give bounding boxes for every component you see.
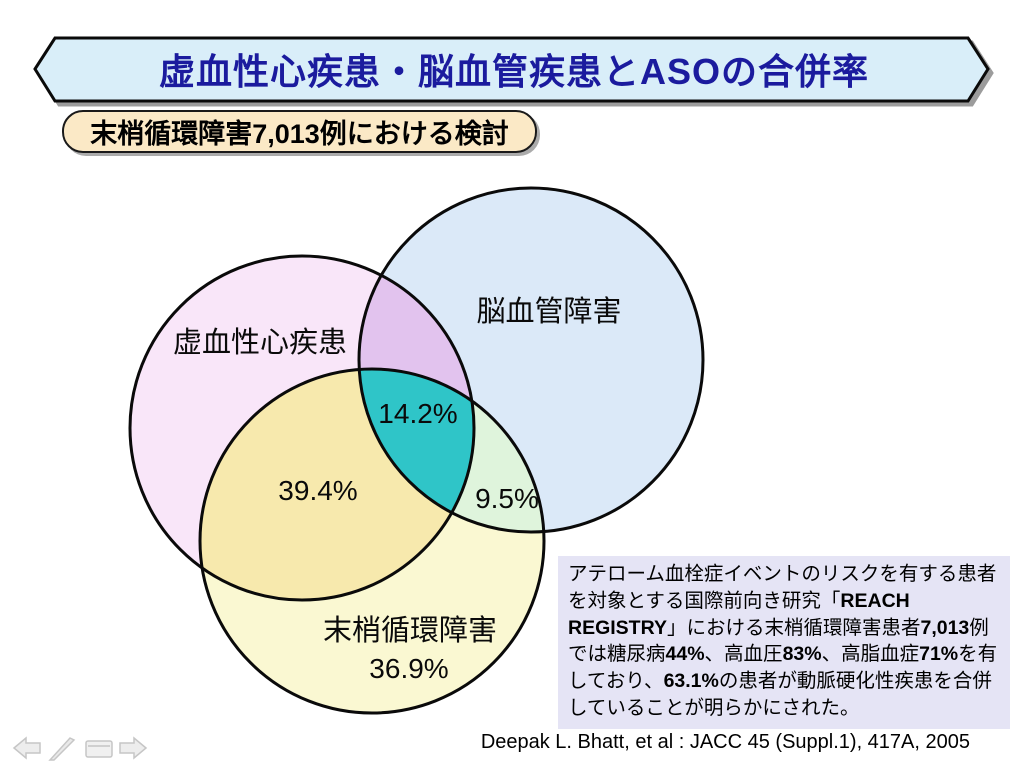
venn-value-ihd-pad: 39.4% xyxy=(278,475,357,506)
page-title: 虚血性心疾患・脳血管疾患とASOの合併率 xyxy=(158,51,869,92)
venn-outline-ihd xyxy=(128,254,476,602)
nav-back-arrow-icon[interactable] xyxy=(12,736,41,760)
venn-value-center: 14.2% xyxy=(378,398,457,429)
venn-label-ihd: 虚血性心疾患 xyxy=(173,326,347,359)
venn-outline-pad xyxy=(198,367,546,715)
venn-label-cvd: 脳血管障害 xyxy=(476,295,621,328)
venn-value-pad: 36.9% xyxy=(369,653,448,684)
venn-label-pad: 末梢循環障害 xyxy=(323,614,497,647)
nav-pen-icon[interactable] xyxy=(48,737,76,761)
subtitle-badge: 末梢循環障害7,013例における検討 xyxy=(62,110,537,153)
info-box: アテローム血栓症イベントのリスクを有する患者を対象とする国際前向き研究「REAC… xyxy=(558,556,1010,729)
nav-menu-icon[interactable] xyxy=(85,740,113,758)
nav-forward-arrow-icon[interactable] xyxy=(119,736,148,760)
title-banner-shape xyxy=(33,36,990,103)
subtitle-badge-label: 末梢循環障害7,013例における検討 xyxy=(90,119,509,149)
venn-value-cvd-pad: 9.5% xyxy=(475,483,539,514)
venn-overlap-center xyxy=(359,369,474,532)
title-banner xyxy=(33,36,990,103)
presenter-nav-bar xyxy=(12,736,148,761)
venn-outline-cvd xyxy=(357,186,705,534)
citation: Deepak L. Bhatt, et al : JACC 45 (Suppl.… xyxy=(480,731,970,753)
